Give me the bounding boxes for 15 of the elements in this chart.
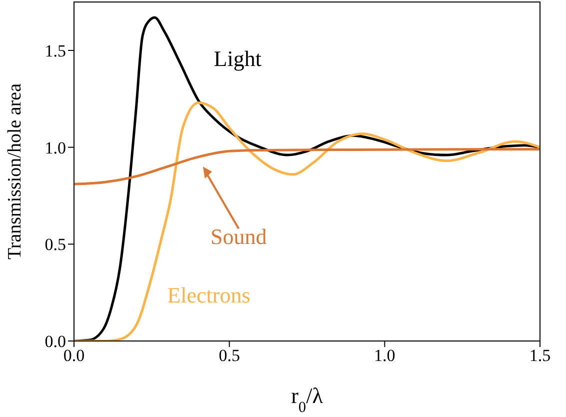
y-axis-title: Transmission/hole area <box>4 82 26 260</box>
y-tick-label: 1.5 <box>44 41 66 60</box>
line-series <box>74 148 540 186</box>
y-tick-label: 0.0 <box>44 332 66 352</box>
y-tick-label: 1.0 <box>44 138 66 158</box>
text: Sound <box>210 224 267 250</box>
y-tick-label: 0.5 <box>44 235 66 254</box>
x-tick-label: 1.0 <box>374 346 396 366</box>
series-label: Light <box>214 46 262 71</box>
x-tick-label: 0.5 <box>218 346 240 366</box>
series-label: Electrons <box>167 282 250 308</box>
line-series <box>74 101 540 341</box>
x-axis-title: r$_{0}$/λ <box>291 383 324 416</box>
x-tick-label: 1.5 <box>529 346 551 366</box>
x-tick-label: 0.0 <box>63 346 85 366</box>
